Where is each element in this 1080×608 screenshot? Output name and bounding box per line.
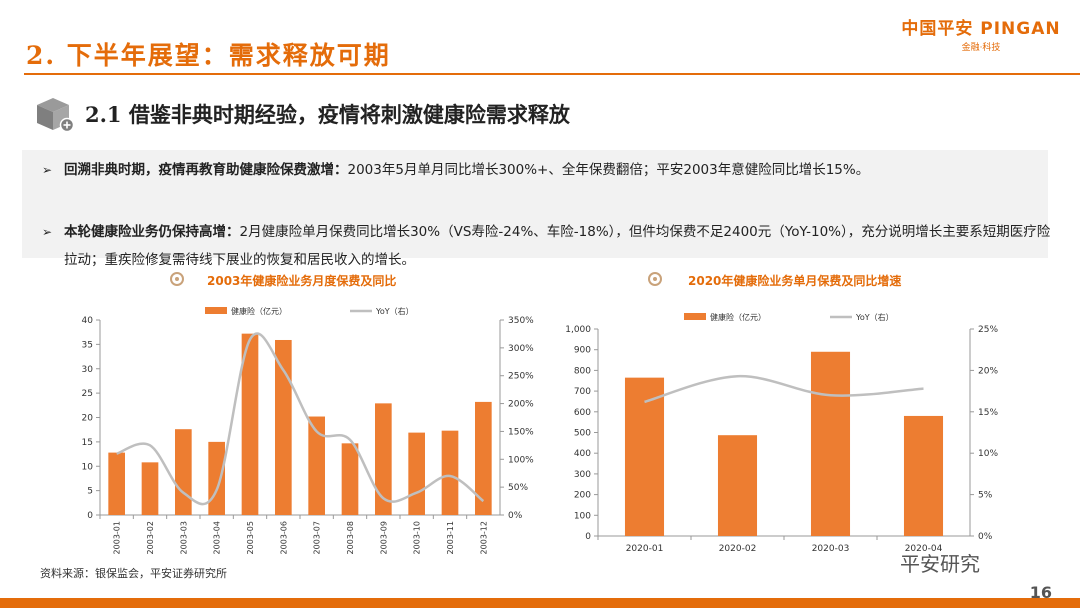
cube-icon (37, 98, 75, 133)
watermark: 平安研究 (900, 552, 980, 576)
title-divider (24, 73, 1080, 75)
bar (717, 435, 758, 536)
bullet-item: ➢ 回溯非典时期，疫情再教育助健康险保费激增：2003年5月单月同比增长300%… (42, 156, 1052, 184)
x-tick-label: 2020-04 (905, 544, 943, 554)
bar (108, 452, 125, 515)
y-left-tick-label: 400 (574, 449, 591, 459)
y-left-tick-label: 15 (82, 438, 93, 448)
y-right-tick-label: 15% (978, 408, 998, 418)
x-tick-label: 2003-06 (279, 521, 288, 554)
x-tick-label: 2020-01 (626, 544, 664, 554)
y-left-tick-label: 5 (87, 487, 93, 497)
bar (408, 432, 425, 515)
y-left-tick-label: 200 (574, 491, 591, 501)
bullet-heading: 本轮健康险业务仍保持高增： (64, 224, 240, 240)
section-title: 2.1 借鉴非典时期经验，疫情将刺激健康险需求释放 (85, 102, 570, 127)
y-right-tick-label: 0% (508, 511, 523, 521)
y-left-tick-label: 800 (574, 366, 591, 376)
y-right-tick-label: 200% (508, 400, 534, 410)
chart-title-2020: 2020年健康险业务单月保费及同比增速 (688, 274, 902, 288)
chart-title-2003: 2003年健康险业务月度保费及同比 (207, 274, 397, 288)
x-tick-label: 2003-10 (413, 521, 422, 554)
y-right-tick-label: 100% (508, 455, 534, 465)
bar (475, 401, 492, 515)
x-tick-label: 2003-01 (113, 521, 122, 554)
bar (810, 351, 851, 536)
y-left-tick-label: 40 (82, 316, 94, 326)
bar (441, 430, 459, 515)
y-left-tick-label: 0 (585, 532, 591, 542)
legend-bar-swatch (684, 313, 706, 320)
x-tick-label: 2003-11 (446, 521, 455, 554)
bottom-bar (0, 598, 1080, 608)
arrow-bullet-icon: ➢ (42, 225, 53, 239)
x-tick-label: 2003-03 (179, 521, 188, 554)
bar (375, 403, 392, 515)
bar (624, 377, 665, 536)
y-left-tick-label: 600 (574, 408, 591, 418)
legend-bar-label: 健康险（亿元） (710, 312, 766, 322)
legend-bar-swatch (205, 307, 227, 314)
x-tick-label: 2003-12 (479, 521, 488, 554)
source-note: 资料来源：银保监会，平安证券研究所 (40, 567, 227, 580)
chart-title-dot-icon (648, 272, 662, 286)
y-right-tick-label: 5% (978, 491, 993, 501)
logo-subtitle: 金融·科技 (961, 43, 1001, 53)
bullet-item: ➢ 本轮健康险业务仍保持高增：2月健康险单月保费同比增长30%（VS寿险-24%… (42, 218, 1052, 274)
y-left-tick-label: 25 (82, 389, 93, 399)
y-left-tick-label: 500 (574, 429, 591, 439)
bar (308, 416, 325, 515)
bullet-text: 2月健康险单月保费同比增长30%（VS寿险-24%、车险-18%），但件均保费不… (64, 224, 1051, 268)
legend-bar-label: 健康险（亿元） (231, 306, 287, 316)
y-left-tick-label: 0 (87, 511, 93, 521)
pingan-logo: 中国平安 PINGAN 金融·科技 (896, 14, 1066, 53)
x-tick-label: 2003-07 (313, 521, 322, 554)
legend-line-label: YoY（右） (375, 306, 414, 316)
y-right-tick-label: 0% (978, 532, 993, 542)
logo-brand: 中国平安 PINGAN (901, 19, 1061, 39)
yoy-line (116, 332, 485, 506)
arrow-bullet-icon: ➢ (42, 163, 53, 177)
y-left-tick-label: 700 (574, 387, 591, 397)
y-right-tick-label: 350% (508, 316, 534, 326)
bar (241, 333, 259, 515)
x-tick-label: 2003-08 (346, 521, 355, 554)
bar (903, 415, 944, 536)
bar (275, 339, 292, 515)
bar (175, 429, 192, 515)
x-tick-label: 2003-02 (146, 521, 155, 554)
bar (208, 441, 225, 515)
y-left-tick-label: 30 (82, 365, 94, 375)
y-left-tick-label: 35 (82, 340, 93, 350)
x-tick-label: 2003-05 (246, 521, 255, 554)
y-right-tick-label: 20% (978, 366, 998, 376)
x-tick-label: 2020-02 (719, 544, 757, 554)
bar (341, 443, 359, 515)
y-left-tick-label: 20 (82, 414, 94, 424)
x-tick-label: 2003-09 (379, 521, 388, 554)
bullet-box: ➢ 回溯非典时期，疫情再教育助健康险保费激增：2003年5月单月同比增长300%… (22, 150, 1050, 268)
bullet-heading: 回溯非典时期，疫情再教育助健康险保费激增： (64, 162, 348, 178)
y-left-tick-label: 1,000 (565, 325, 591, 335)
x-tick-label: 2003-04 (213, 521, 222, 554)
bullet-text: 2003年5月单月同比增长300%+、全年保费翻倍；平安2003年意健险同比增长… (347, 162, 870, 178)
legend-line-label: YoY（右） (855, 312, 894, 322)
y-right-tick-label: 150% (508, 427, 534, 437)
y-right-tick-label: 25% (978, 325, 998, 335)
y-left-tick-label: 300 (574, 470, 591, 480)
page-title: 2. 下半年展望：需求释放可期 (26, 41, 391, 70)
y-left-tick-label: 100 (574, 511, 591, 521)
y-left-tick-label: 10 (82, 462, 94, 472)
y-right-tick-label: 10% (978, 449, 998, 459)
x-tick-label: 2020-03 (812, 544, 850, 554)
chart-title-dot-icon (170, 272, 184, 286)
y-right-tick-label: 300% (508, 344, 534, 354)
yoy-line (644, 374, 924, 404)
page-number: 16 (1029, 583, 1052, 602)
y-left-tick-label: 900 (574, 346, 591, 356)
bar (141, 462, 159, 515)
y-right-tick-label: 250% (508, 372, 534, 382)
y-right-tick-label: 50% (508, 483, 528, 493)
